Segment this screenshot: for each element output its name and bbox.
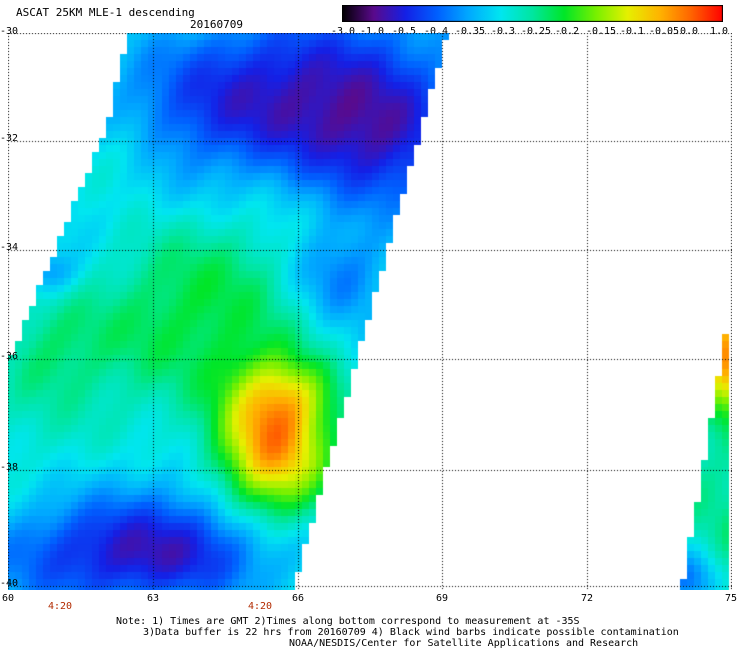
- colorbar-label: -0.4: [423, 26, 449, 37]
- map-date: 20160709: [190, 18, 243, 31]
- colorbar-label: -3.0: [330, 26, 356, 37]
- time-label: 4:20: [47, 601, 73, 612]
- colorbar-label: -0.35: [454, 26, 486, 37]
- colorbar-label: -1.0: [359, 26, 385, 37]
- wind-map: [8, 33, 732, 590]
- note-line-1: Note: 1) Times are GMT 2)Times along bot…: [116, 616, 580, 627]
- colorbar-label: -0.2: [554, 26, 580, 37]
- lat-label: -34: [0, 242, 19, 253]
- lon-label: 72: [580, 593, 594, 604]
- lon-label: 66: [291, 593, 305, 604]
- lat-label: -40: [0, 578, 19, 589]
- time-label: 4:20: [247, 601, 273, 612]
- colorbar-label: -0.25: [520, 26, 552, 37]
- note-line-2: 3)Data buffer is 22 hrs from 20160709 4)…: [143, 627, 679, 638]
- map-title: ASCAT 25KM MLE-1 descending: [16, 6, 195, 19]
- colorbar-label: 0.0: [679, 26, 699, 37]
- lat-label: -30: [0, 26, 19, 37]
- lon-label: 69: [435, 593, 449, 604]
- lat-label: -32: [0, 133, 19, 144]
- lat-label: -36: [0, 351, 19, 362]
- colorbar-label: -0.15: [585, 26, 617, 37]
- colorbar-label: -0.1: [619, 26, 645, 37]
- colorbar: [342, 5, 723, 22]
- lat-label: -38: [0, 462, 19, 473]
- colorbar-label: 1.0: [709, 26, 729, 37]
- colorbar-label: -0.5: [391, 26, 417, 37]
- lon-label: 60: [1, 593, 15, 604]
- note-line-3: NOAA/NESDIS/Center for Satellite Applica…: [289, 638, 639, 649]
- lon-label: 63: [146, 593, 160, 604]
- colorbar-label: -0.3: [490, 26, 516, 37]
- lon-label: 75: [724, 593, 738, 604]
- colorbar-label: -0.05: [648, 26, 680, 37]
